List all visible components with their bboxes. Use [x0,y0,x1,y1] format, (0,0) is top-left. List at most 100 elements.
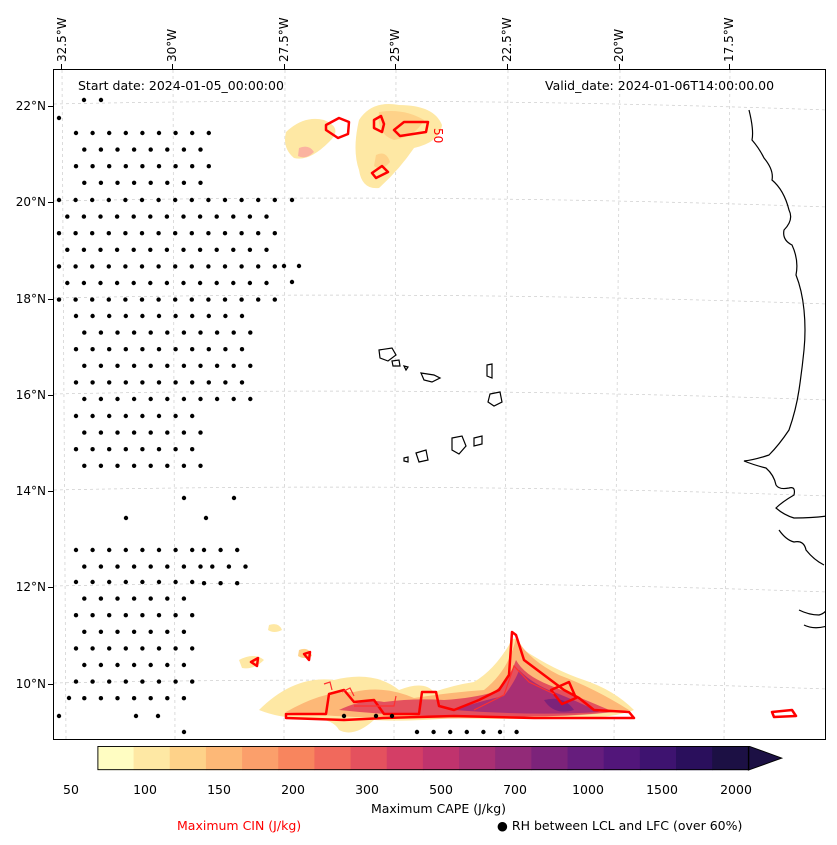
rh-dot [181,396,187,402]
cin-contour [341,687,355,697]
graticule-line [54,197,825,208]
rh-dot [98,247,103,252]
rh-dot [106,231,111,236]
island [378,347,397,362]
rh-dot [247,247,253,252]
rh-dot [73,547,79,553]
rh-dot [81,214,87,219]
graticule-line [283,70,286,739]
rh-dot [82,629,87,634]
rh-dot [156,579,162,585]
rh-dot [82,696,87,701]
rh-dot [181,662,187,668]
rh-dot [123,413,128,419]
rh-dot [65,214,70,219]
lon-tick [61,64,62,69]
rh-dot [181,729,187,735]
rh-dot [82,330,87,335]
colorbar-cell [350,746,388,771]
rh-dot [131,214,136,219]
rh-dot [239,197,244,203]
rh-dot [90,197,95,203]
rh-dot [155,713,161,719]
rh-dot [173,297,178,302]
rh-dot [98,696,104,701]
rh-dot [90,380,95,385]
rh-dot [181,596,187,601]
lat-tick [48,684,53,685]
rh-dot [131,247,136,252]
rh-dot [73,413,79,419]
rh-dot [173,130,178,136]
rh-dot [82,662,87,668]
rh-dot [156,380,162,385]
rh-dot [139,264,145,269]
rh-dot [206,197,211,203]
rh-dot [98,596,104,601]
rh-dot [190,164,195,169]
rh-dot [90,347,95,352]
colorbar-cell [133,746,171,771]
rh-dot [239,264,244,269]
colorbar-tick-label: 2000 [720,782,752,797]
map-frame[interactable]: 50 [53,69,826,740]
coastlines [378,109,825,629]
rh-dot [164,280,170,286]
rh-dot [73,646,79,651]
rh-dot [190,646,195,651]
rh-dot [181,463,187,468]
rh-dot [173,164,178,169]
rh-dot [235,547,240,553]
graticule-line [54,294,825,305]
rh-dot [206,380,211,385]
rh-dot [181,363,187,368]
rh-dot [173,547,178,553]
island [402,365,409,372]
rh-dot [56,297,62,302]
rh-dot [90,297,95,302]
rh-dot [156,197,161,203]
rh-dot [148,280,153,286]
rh-dot [464,729,469,735]
rh-dot [115,363,120,368]
graticule-line [61,70,67,739]
rh-dot [106,297,111,302]
cin-contour [323,681,333,691]
graticule-line [54,582,825,593]
rh-dot [106,264,111,269]
rh-dot [123,231,128,236]
graticule-line [172,70,176,739]
rh-dot [82,147,87,152]
rh-dot [181,147,187,152]
lon-label: 30°W [165,28,179,62]
colorbar-cell [531,746,569,771]
rh-dot [115,430,120,435]
colorbar-cell [169,746,207,771]
rh-dot [197,214,203,219]
lat-tick [48,202,53,203]
rh-dot [98,463,104,468]
rh-dot [190,679,195,684]
rh-dot [123,164,128,169]
rh-dot [173,347,178,352]
rh-dot [115,564,120,569]
rh-dot [203,515,209,521]
rh-dot [115,596,120,601]
cape-fill-south [239,624,634,733]
lat-tick [48,395,53,396]
colorbar-tick-label: 200 [281,782,305,797]
rh-dot [431,729,436,735]
rh-dot [140,130,145,136]
rh-dot [73,380,79,385]
rh-dot [231,330,236,335]
rh-dot [206,297,211,302]
rh-dot [210,564,215,569]
lat-tick [48,299,53,300]
rh-dot [98,330,104,335]
rh-dot [115,463,120,468]
rh-dot [231,247,236,252]
rh-dot [214,280,219,286]
rh-dot [133,713,139,719]
legend-cin: Maximum CIN (J/kg) [177,818,302,833]
rh-dot [218,581,223,586]
